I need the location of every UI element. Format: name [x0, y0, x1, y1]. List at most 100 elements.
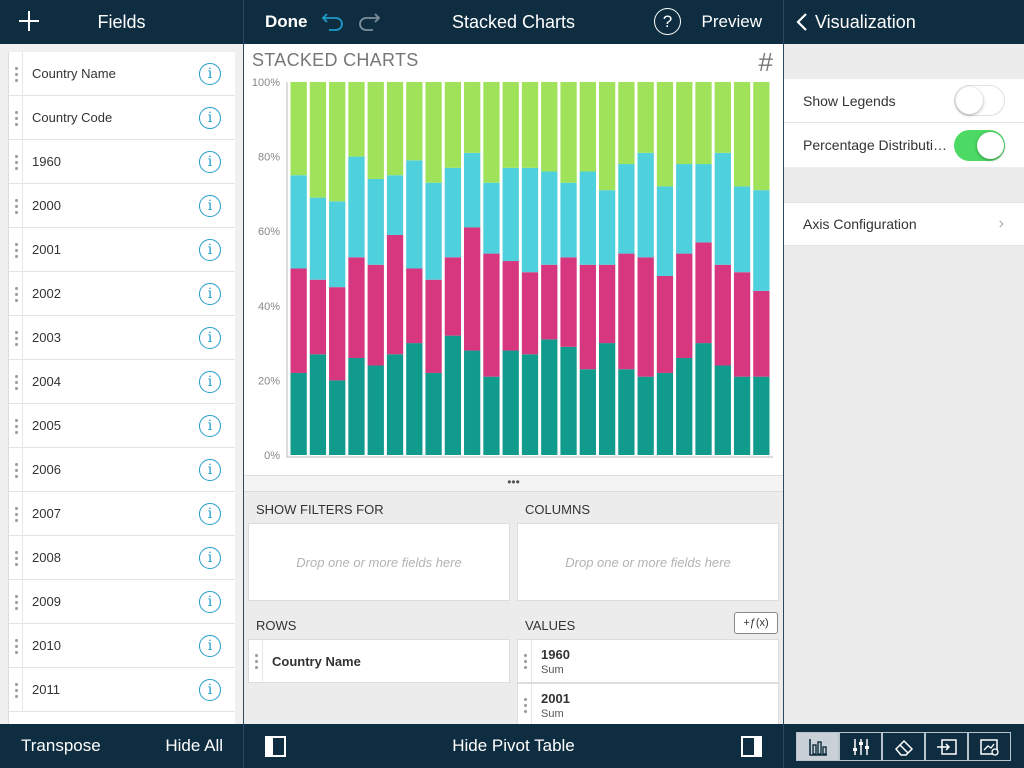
drag-handle-icon[interactable] [9, 95, 23, 140]
drag-handle-icon[interactable] [9, 227, 23, 272]
bar-segment[interactable] [425, 372, 442, 455]
bar-segment[interactable] [676, 164, 693, 254]
field-row[interactable]: 2001 i [9, 227, 235, 272]
style-eraser-icon[interactable] [882, 732, 925, 761]
axis-configuration-row[interactable]: Axis Configuration › [784, 202, 1024, 246]
drag-handle-icon[interactable] [518, 684, 532, 724]
bar-segment[interactable] [309, 82, 327, 198]
values-field-pill[interactable]: 1960 Sum [517, 639, 779, 683]
bar-segment[interactable] [290, 268, 307, 373]
bar-segment[interactable] [502, 350, 519, 455]
info-icon[interactable]: i [199, 458, 221, 481]
bar-segment[interactable] [579, 264, 596, 370]
hide-pivot-table-button[interactable]: Hide Pivot Table [452, 736, 575, 755]
bar-segment[interactable] [386, 175, 404, 235]
bar-segment[interactable] [695, 343, 712, 455]
bar-segment[interactable] [560, 346, 577, 455]
bar-segment[interactable] [676, 358, 693, 455]
bar-segment[interactable] [521, 354, 539, 455]
field-row[interactable]: 2006 i [9, 447, 235, 492]
field-row[interactable]: 2002 i [9, 271, 235, 316]
drag-handle-icon[interactable] [9, 403, 23, 448]
bar-segment[interactable] [579, 369, 596, 455]
bar-segment[interactable] [521, 167, 539, 273]
left-panel-toggle-icon[interactable] [265, 736, 286, 757]
field-row[interactable]: 2000 i [9, 183, 235, 228]
field-row[interactable]: 2009 i [9, 579, 235, 624]
help-icon[interactable]: ? [654, 8, 681, 35]
drag-handle-icon[interactable] [9, 359, 23, 404]
undo-icon[interactable] [320, 10, 346, 32]
info-icon[interactable]: i [199, 678, 221, 701]
field-row[interactable]: 2007 i [9, 491, 235, 536]
info-icon[interactable]: i [199, 634, 221, 657]
bar-segment[interactable] [367, 365, 384, 455]
drag-handle-icon[interactable] [518, 640, 532, 682]
bar-segment[interactable] [290, 175, 307, 269]
bar-segment[interactable] [714, 82, 731, 153]
drag-handle-icon[interactable] [9, 271, 23, 316]
bar-segment[interactable] [733, 272, 751, 377]
bar-segment[interactable] [541, 339, 558, 455]
bar-segment[interactable] [598, 190, 616, 265]
bar-segment[interactable] [367, 264, 384, 366]
redo-icon[interactable] [356, 10, 382, 32]
field-row[interactable]: 2011 i [9, 667, 235, 712]
bar-segment[interactable] [425, 182, 442, 280]
pivot-resize-handle[interactable]: ••• [244, 475, 783, 492]
bar-segment[interactable] [598, 343, 616, 455]
info-icon[interactable]: i [199, 282, 221, 305]
drag-handle-icon[interactable] [9, 183, 23, 228]
bar-segment[interactable] [521, 272, 539, 355]
bar-segment[interactable] [676, 253, 693, 359]
bar-segment[interactable] [637, 257, 654, 377]
bar-segment[interactable] [348, 156, 365, 258]
field-row[interactable]: 2003 i [9, 315, 235, 360]
bar-segment[interactable] [598, 82, 616, 191]
bar-segment[interactable] [483, 253, 500, 377]
back-chevron-icon[interactable] [796, 12, 808, 32]
bar-segment[interactable] [464, 82, 481, 153]
bar-segment[interactable] [348, 257, 365, 359]
percentage-toggle[interactable] [954, 129, 1005, 161]
info-icon[interactable]: i [199, 414, 221, 437]
show-legends-toggle[interactable] [954, 85, 1005, 116]
bar-segment[interactable] [406, 343, 423, 455]
bar-segment[interactable] [637, 152, 654, 258]
bar-segment[interactable] [444, 82, 462, 168]
info-icon[interactable]: i [199, 546, 221, 569]
bar-segment[interactable] [695, 164, 712, 243]
bar-segment[interactable] [618, 164, 635, 254]
info-icon[interactable]: i [199, 194, 221, 217]
bar-segment[interactable] [753, 82, 770, 191]
field-row[interactable]: 2008 i [9, 535, 235, 580]
info-icon[interactable]: i [199, 106, 221, 129]
bar-segment[interactable] [753, 190, 770, 291]
bar-segment[interactable] [560, 82, 577, 183]
done-button[interactable]: Done [265, 12, 308, 31]
info-icon[interactable]: i [199, 326, 221, 349]
drag-handle-icon[interactable] [9, 51, 23, 96]
bar-segment[interactable] [560, 257, 577, 347]
bar-segment[interactable] [406, 160, 423, 269]
drag-handle-icon[interactable] [9, 667, 23, 712]
values-field-pill[interactable]: 2001 Sum [517, 683, 779, 724]
bar-segment[interactable] [329, 287, 346, 381]
bar-segment[interactable] [483, 182, 500, 254]
bar-segment[interactable] [618, 253, 635, 370]
bar-segment[interactable] [464, 227, 481, 351]
field-row[interactable]: 1960 i [9, 139, 235, 184]
bar-segment[interactable] [656, 275, 674, 373]
bar-segment[interactable] [406, 82, 423, 161]
bar-segment[interactable] [695, 242, 712, 344]
bar-segment[interactable] [290, 82, 307, 176]
bar-segment[interactable] [329, 82, 346, 202]
bar-segment[interactable] [676, 82, 693, 165]
bar-segment[interactable] [637, 376, 654, 455]
info-icon[interactable]: i [199, 370, 221, 393]
field-row[interactable]: 2005 i [9, 403, 235, 448]
bar-segment[interactable] [444, 257, 462, 336]
drag-handle-icon[interactable] [9, 535, 23, 580]
bar-segment[interactable] [309, 354, 327, 455]
field-row[interactable]: Country Code i [9, 95, 235, 140]
